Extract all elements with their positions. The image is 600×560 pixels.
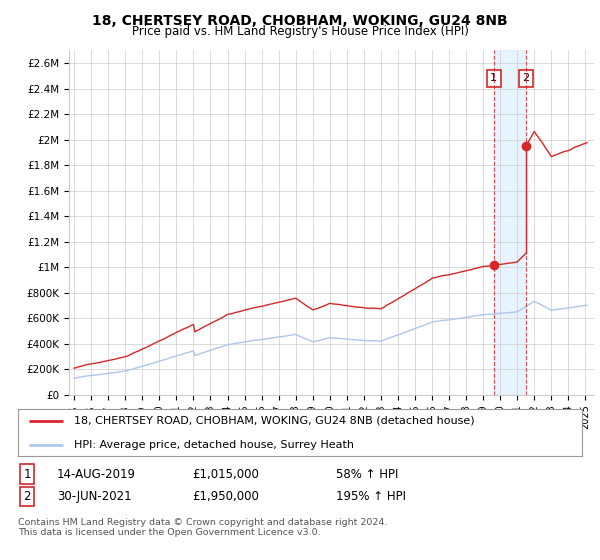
Text: 18, CHERTSEY ROAD, CHOBHAM, WOKING, GU24 8NB: 18, CHERTSEY ROAD, CHOBHAM, WOKING, GU24… bbox=[92, 14, 508, 28]
Text: Contains HM Land Registry data © Crown copyright and database right 2024.
This d: Contains HM Land Registry data © Crown c… bbox=[18, 518, 388, 538]
Text: 1: 1 bbox=[23, 468, 31, 480]
Text: 58% ↑ HPI: 58% ↑ HPI bbox=[336, 468, 398, 480]
Text: £1,015,000: £1,015,000 bbox=[192, 468, 259, 480]
Text: 30-JUN-2021: 30-JUN-2021 bbox=[57, 490, 131, 503]
Text: 1: 1 bbox=[490, 73, 497, 83]
Text: 2: 2 bbox=[522, 73, 529, 83]
Text: 14-AUG-2019: 14-AUG-2019 bbox=[57, 468, 136, 480]
Text: 2: 2 bbox=[23, 490, 31, 503]
Text: HPI: Average price, detached house, Surrey Heath: HPI: Average price, detached house, Surr… bbox=[74, 440, 355, 450]
Text: 195% ↑ HPI: 195% ↑ HPI bbox=[336, 490, 406, 503]
Text: Price paid vs. HM Land Registry's House Price Index (HPI): Price paid vs. HM Land Registry's House … bbox=[131, 25, 469, 38]
Bar bbox=[494, 50, 526, 395]
Text: 18, CHERTSEY ROAD, CHOBHAM, WOKING, GU24 8NB (detached house): 18, CHERTSEY ROAD, CHOBHAM, WOKING, GU24… bbox=[74, 416, 475, 426]
Text: £1,950,000: £1,950,000 bbox=[192, 490, 259, 503]
